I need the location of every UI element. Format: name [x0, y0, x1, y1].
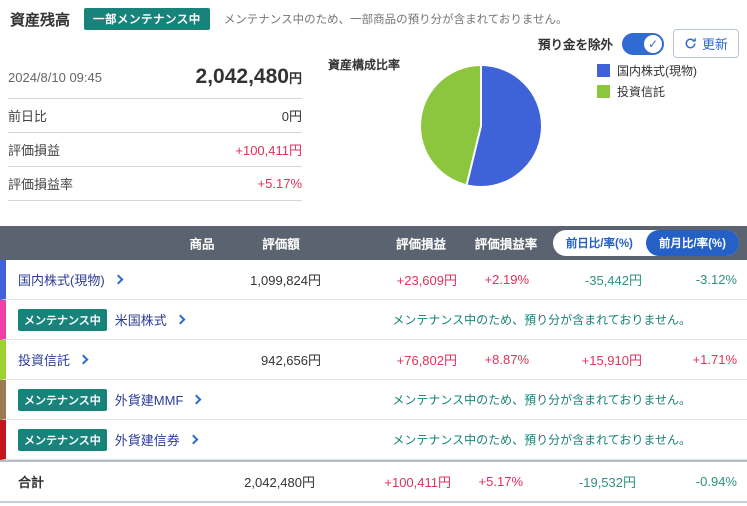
- day-change-label: 前日比: [8, 109, 48, 124]
- cell-pl-rate: +2.19%: [484, 272, 529, 287]
- product-name: 国内株式(現物): [18, 273, 105, 288]
- product-link-foreign-bond[interactable]: メンテナンス中 外貨建信券: [6, 428, 234, 451]
- product-link-us-stock[interactable]: メンテナンス中 米国株式: [6, 308, 234, 331]
- summary-row-pl-rate: 評価損益率 +5.17%: [8, 167, 302, 201]
- total-mom-rate: -0.94%: [695, 474, 737, 489]
- chevron-right-icon: [191, 394, 202, 405]
- legend-swatch-blue: [597, 64, 610, 77]
- period-toggle-day[interactable]: 前日比/率(%): [565, 238, 633, 250]
- table-header: 商品 評価額 評価損益 評価損益率 前日比/率(%) 前月比/率(%): [0, 226, 747, 260]
- total-pl: +100,411円: [384, 475, 451, 490]
- maintenance-note: メンテナンス中のため、一部商品の預り分が含まれておりません。: [223, 14, 568, 26]
- product-name: 米国株式: [114, 313, 167, 328]
- cell-value: 1,099,824円: [250, 273, 321, 288]
- holdings-table: 商品 評価額 評価損益 評価損益率 前日比/率(%) 前月比/率(%) 国内株式…: [0, 226, 747, 503]
- maintenance-message: メンテナンス中のため、預り分が含まれておりません。: [392, 433, 691, 447]
- total-asset-amount: 2,042,480円: [196, 65, 302, 89]
- maintenance-badge: メンテナンス中: [18, 308, 107, 331]
- legend-item-domestic-stock: 国内株式(現物): [597, 62, 697, 79]
- total-asset-number: 2,042,480: [195, 65, 289, 88]
- col-header-pl-rate: 評価損益率: [474, 237, 538, 252]
- pie-divider-top: [480, 66, 482, 126]
- exclude-deposit-label: 預り金を除外: [537, 38, 613, 52]
- chevron-right-icon: [175, 314, 186, 325]
- pl-label: 評価損益: [8, 143, 61, 158]
- total-mom: -19,532円: [578, 475, 636, 490]
- period-toggle-month[interactable]: 前月比/率(%): [645, 230, 739, 256]
- maintenance-badge: メンテナンス中: [18, 388, 107, 411]
- currency-unit: 円: [288, 71, 302, 86]
- product-name: 外貨建信券: [114, 433, 180, 448]
- pl-rate-value: +5.17%: [257, 176, 302, 191]
- product-link-domestic-stock[interactable]: 国内株式(現物): [6, 270, 234, 289]
- cell-mom-rate: +1.71%: [692, 352, 737, 367]
- table-row: メンテナンス中 米国株式 メンテナンス中のため、預り分が含まれておりません。: [0, 300, 747, 340]
- product-link-mutual-fund[interactable]: 投資信託: [6, 350, 234, 369]
- product-name: 投資信託: [18, 353, 71, 368]
- table-row: メンテナンス中 外貨建MMF メンテナンス中のため、預り分が含まれておりません。: [0, 380, 747, 420]
- page-header: 資産残高 一部メンテナンス中 メンテナンス中のため、一部商品の預り分が含まれてお…: [0, 0, 747, 30]
- maintenance-badge: メンテナンス中: [18, 428, 107, 451]
- pl-rate-label: 評価損益率: [8, 177, 74, 192]
- col-header-product: 商品: [189, 237, 215, 252]
- table-row: メンテナンス中 外貨建信券 メンテナンス中のため、預り分が含まれておりません。: [0, 420, 747, 460]
- exclude-deposit-toggle[interactable]: ✓: [621, 32, 664, 55]
- maintenance-message: メンテナンス中のため、預り分が含まれておりません。: [392, 393, 691, 407]
- table-row: 投資信託 942,656円 +76,802円 +8.87% +15,910円 +…: [0, 340, 747, 380]
- legend-label-domestic-stock: 国内株式(現物): [617, 64, 697, 78]
- refresh-button[interactable]: 更新: [672, 29, 739, 58]
- period-toggle: 前日比/率(%) 前月比/率(%): [552, 230, 739, 256]
- cell-mom: -35,442円: [584, 273, 642, 288]
- summary-row-pl: 評価損益 +100,411円: [8, 133, 302, 167]
- legend-item-mutual-fund: 投資信託: [597, 83, 697, 100]
- day-change-value: 0円: [281, 109, 302, 124]
- cell-mom-rate: -3.12%: [695, 272, 737, 287]
- cell-pl: +23,609円: [396, 273, 457, 288]
- total-value: 2,042,480円: [244, 475, 315, 490]
- total-label: 合計: [18, 475, 45, 490]
- controls-bar: 預り金を除外 ✓ 更新: [538, 29, 739, 58]
- total-row: 合計 2,042,480円 +100,411円 +5.17% -19,532円 …: [0, 460, 747, 503]
- pl-value: +100,411円: [235, 143, 302, 158]
- cell-pl-rate: +8.87%: [484, 352, 529, 367]
- chevron-right-icon: [113, 274, 124, 285]
- chevron-right-icon: [78, 354, 89, 365]
- cell-mom: +15,910円: [581, 353, 642, 368]
- cell-pl: +76,802円: [396, 353, 457, 368]
- partial-maintenance-badge: 一部メンテナンス中: [84, 8, 210, 30]
- chart-title: 資産構成比率: [328, 58, 401, 72]
- refresh-label: 更新: [701, 37, 728, 52]
- col-header-pl: 評価損益: [395, 237, 447, 252]
- toggle-check-icon: ✓: [643, 34, 662, 53]
- refresh-icon: [684, 37, 697, 50]
- maintenance-message: メンテナンス中のため、預り分が含まれておりません。: [392, 313, 691, 327]
- cell-value: 942,656円: [261, 353, 321, 368]
- product-link-foreign-mmf[interactable]: メンテナンス中 外貨建MMF: [6, 388, 234, 411]
- total-pl-rate: +5.17%: [478, 474, 523, 489]
- product-name: 外貨建MMF: [114, 393, 184, 408]
- summary-main-row: 2024/8/10 09:45 2,042,480円: [8, 56, 302, 99]
- chart-legend: 国内株式(現物) 投資信託: [597, 62, 697, 100]
- legend-label-mutual-fund: 投資信託: [617, 85, 666, 99]
- pie-divider-split: [465, 125, 482, 185]
- as-of-datetime: 2024/8/10 09:45: [8, 69, 102, 85]
- asset-allocation-pie-chart: [421, 66, 541, 186]
- summary-panel: 2024/8/10 09:45 2,042,480円 前日比 0円 評価損益 +…: [8, 56, 302, 201]
- table-row: 国内株式(現物) 1,099,824円 +23,609円 +2.19% -35,…: [0, 260, 747, 300]
- col-header-value: 評価額: [262, 237, 300, 252]
- page-title: 資産残高: [10, 11, 71, 29]
- chevron-right-icon: [188, 434, 199, 445]
- summary-row-day-change: 前日比 0円: [8, 99, 302, 133]
- legend-swatch-green: [597, 85, 610, 98]
